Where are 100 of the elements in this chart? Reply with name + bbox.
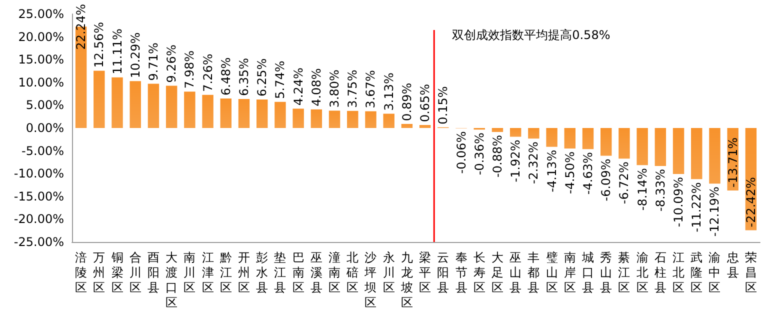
bar bbox=[618, 128, 630, 159]
bar bbox=[184, 92, 196, 128]
data-label: 9.26% bbox=[164, 44, 179, 83]
bar bbox=[166, 86, 178, 128]
x-tick-label: 云阳县 bbox=[437, 250, 450, 294]
data-label: 3.80% bbox=[328, 70, 342, 108]
x-tick-label: 长寿区 bbox=[473, 250, 486, 294]
x-tick-label: 秀山县 bbox=[600, 250, 612, 294]
data-label: -0.88% bbox=[490, 135, 504, 178]
bar bbox=[546, 128, 558, 147]
x-tick-label: 永川区 bbox=[382, 250, 395, 294]
bar bbox=[401, 124, 413, 128]
bar bbox=[256, 100, 268, 128]
bar bbox=[419, 125, 431, 128]
bar bbox=[292, 108, 304, 128]
x-tick-label: 垫江县 bbox=[274, 250, 286, 294]
bar bbox=[492, 128, 504, 132]
data-label: 12.56% bbox=[92, 22, 106, 68]
bar bbox=[528, 128, 540, 139]
data-label: -4.50% bbox=[562, 152, 577, 194]
y-tick-label: -15.00% bbox=[14, 189, 64, 204]
bar bbox=[220, 98, 232, 128]
data-label: 3.67% bbox=[364, 70, 378, 108]
x-tick-label: 北碚区 bbox=[346, 250, 359, 294]
x-tick-label: 綦江区 bbox=[618, 250, 630, 294]
data-label: -8.14% bbox=[635, 168, 650, 211]
data-label: 6.25% bbox=[255, 58, 270, 96]
data-label: -4.63% bbox=[581, 152, 595, 195]
x-tick-label: 大渡口区 bbox=[166, 250, 178, 310]
bar bbox=[310, 109, 322, 128]
x-tick-label: 南岸区 bbox=[564, 250, 576, 294]
x-tick-label: 渝中区 bbox=[708, 250, 721, 294]
data-label: 5.74% bbox=[273, 60, 288, 99]
data-label: -8.33% bbox=[653, 168, 668, 212]
x-tick-label: 石柱县 bbox=[654, 250, 666, 294]
y-tick-label: 15.00% bbox=[18, 52, 64, 67]
y-tick-label: 10.00% bbox=[18, 75, 64, 90]
x-tick-label: 忠县 bbox=[726, 250, 739, 280]
y-tick-label: 20.00% bbox=[18, 30, 64, 44]
bar bbox=[510, 128, 522, 137]
bar bbox=[94, 70, 105, 128]
data-label: 7.26% bbox=[200, 54, 215, 92]
data-label: 0.65% bbox=[418, 84, 432, 122]
x-tick-label: 荣昌区 bbox=[744, 250, 757, 294]
bar bbox=[202, 94, 214, 128]
data-label: 4.24% bbox=[291, 68, 306, 106]
x-tick-label: 巴南区 bbox=[292, 250, 304, 294]
data-label: 0.89% bbox=[400, 82, 414, 121]
y-tick-label: -20.00% bbox=[14, 212, 64, 226]
x-tick-label: 万州区 bbox=[93, 250, 106, 294]
x-tick-label: 酉阳县 bbox=[147, 250, 160, 294]
data-label: 6.35% bbox=[237, 58, 251, 96]
x-tick-label: 奉节县 bbox=[455, 250, 468, 294]
y-tick-label: 0.00% bbox=[26, 121, 64, 135]
x-tick-label: 武隆区 bbox=[690, 250, 703, 294]
y-tick-label: -10.00% bbox=[14, 166, 64, 181]
bar bbox=[383, 114, 394, 128]
bar bbox=[347, 110, 358, 128]
data-label: 3.13% bbox=[382, 72, 396, 111]
x-tick-label: 涪陵区 bbox=[75, 250, 88, 294]
x-tick-label: 江津区 bbox=[202, 250, 214, 294]
data-label: 9.71% bbox=[146, 42, 160, 81]
data-label: 4.08% bbox=[309, 68, 324, 106]
x-tick-label: 巫山县 bbox=[510, 250, 522, 294]
data-label: 6.48% bbox=[218, 57, 233, 96]
x-tick-label: 璧山区 bbox=[546, 250, 558, 294]
y-tick-label: 25.00% bbox=[18, 7, 64, 21]
x-tick-label: 梁平区 bbox=[419, 250, 432, 294]
data-label: -1.92% bbox=[508, 140, 523, 182]
bar bbox=[691, 128, 702, 180]
x-tick-label: 潼南区 bbox=[328, 250, 341, 294]
x-tick-label: 九龙坡区 bbox=[400, 250, 413, 310]
x-tick-label: 渝北区 bbox=[636, 250, 648, 294]
data-label: -13.71% bbox=[726, 137, 740, 188]
x-tick-label: 合川区 bbox=[129, 250, 142, 294]
x-tick-label: 江北区 bbox=[672, 250, 685, 294]
bar bbox=[636, 128, 648, 166]
bar bbox=[130, 81, 141, 128]
data-label: -12.19% bbox=[708, 186, 722, 237]
x-tick-label: 巫溪县 bbox=[310, 250, 322, 294]
x-tick-label: 丰都县 bbox=[528, 250, 540, 294]
data-label: -0.06% bbox=[454, 131, 468, 174]
bar bbox=[582, 128, 594, 150]
data-label: 3.75% bbox=[346, 70, 360, 108]
data-label: -11.22% bbox=[690, 182, 704, 232]
data-label: -22.42% bbox=[744, 177, 758, 228]
bar bbox=[148, 84, 160, 128]
data-label: 10.29% bbox=[128, 32, 142, 78]
data-label: 7.98% bbox=[182, 50, 197, 89]
bar bbox=[365, 111, 376, 128]
bar bbox=[564, 128, 576, 149]
x-tick-label: 大足区 bbox=[491, 250, 504, 294]
data-label: -6.09% bbox=[599, 158, 614, 202]
ref-line-label: 双创成效指数平均提高0.58% bbox=[452, 28, 610, 42]
x-tick-label: 南川区 bbox=[184, 250, 196, 294]
data-label: 11.11% bbox=[110, 28, 124, 74]
data-label: 0.15% bbox=[436, 86, 450, 124]
x-tick-label: 彭水县 bbox=[256, 250, 268, 294]
bar bbox=[328, 110, 340, 128]
y-tick-label: -5.00% bbox=[22, 144, 64, 158]
